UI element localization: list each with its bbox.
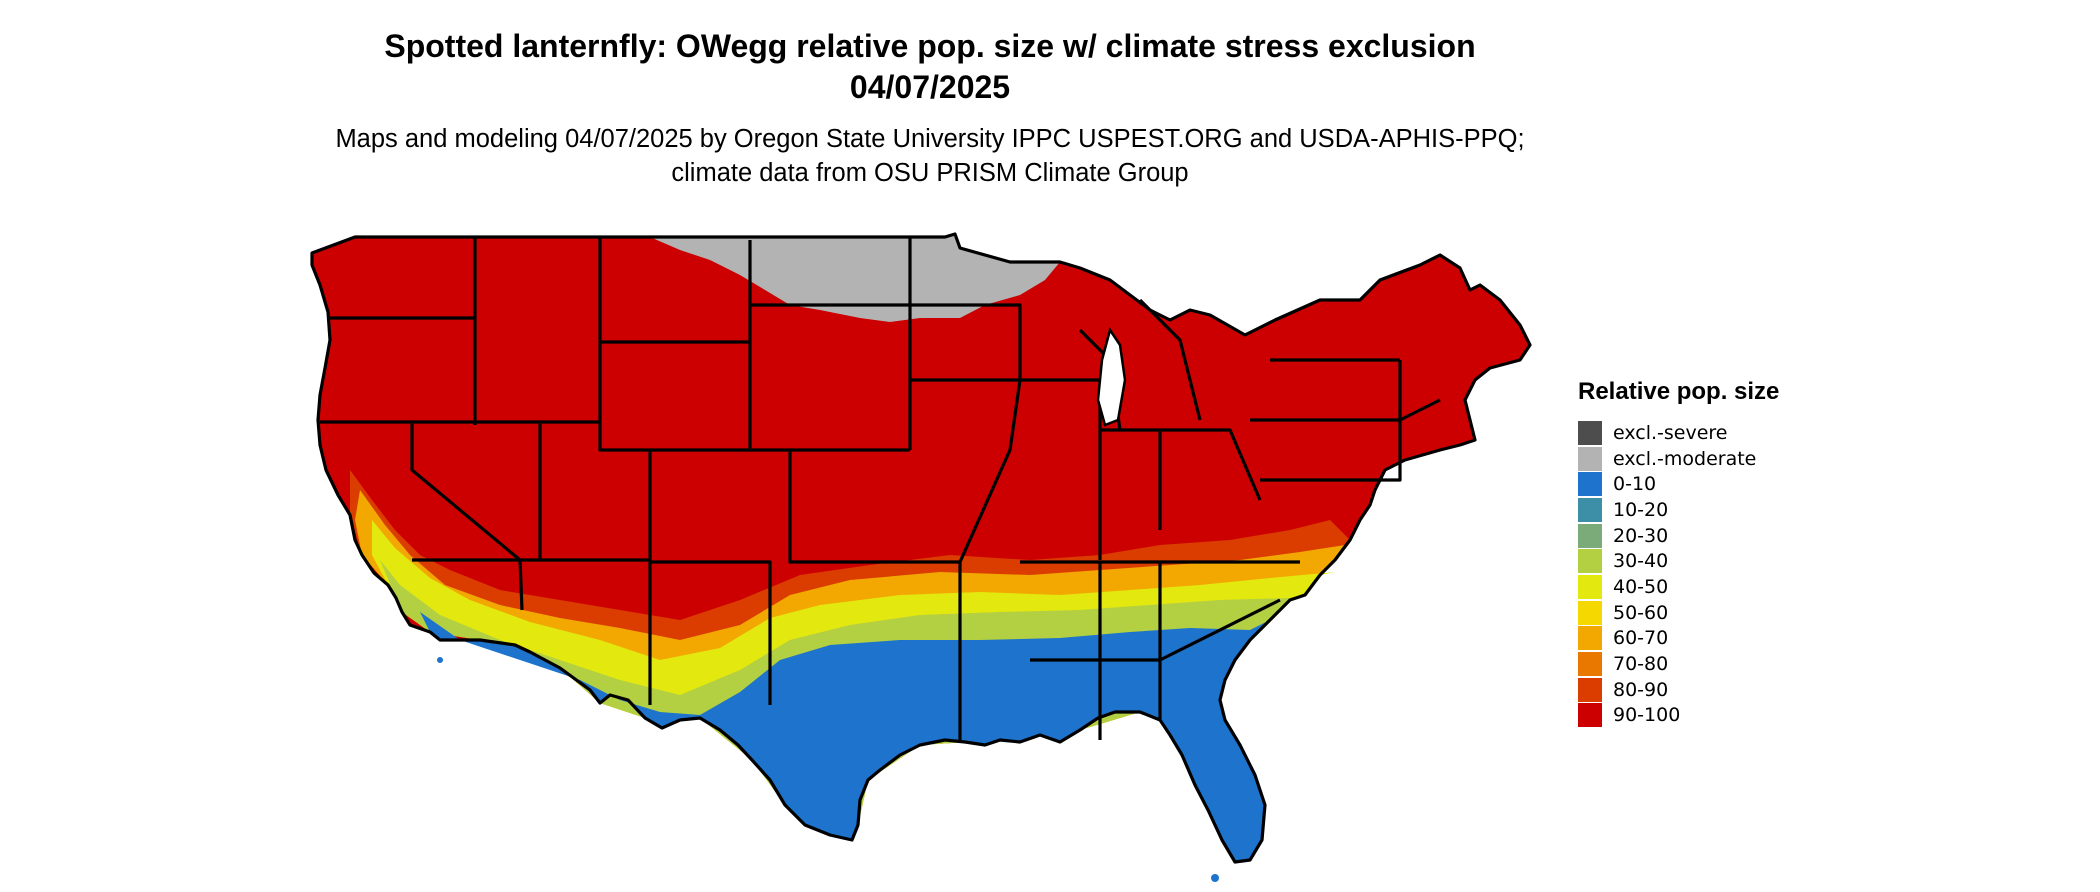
legend-label: 40-50 <box>1613 575 1669 598</box>
legend-items: excl.-severe excl.-moderate 0-10 10-20 20-30… <box>1578 420 1779 728</box>
legend-item: 30-40 <box>1578 548 1779 574</box>
legend-swatch <box>1578 600 1602 625</box>
legend-label: 30-40 <box>1613 550 1669 573</box>
legend-item: excl.-severe <box>1578 420 1779 446</box>
legend-label: excl.-moderate <box>1613 447 1757 470</box>
legend-swatch <box>1578 446 1602 471</box>
conus-landmass <box>312 234 1530 862</box>
legend-item: 90-100 <box>1578 703 1779 729</box>
legend-swatch <box>1578 574 1602 599</box>
legend-swatch <box>1578 497 1602 522</box>
legend-item: 10-20 <box>1578 497 1779 523</box>
legend-swatch <box>1578 420 1602 445</box>
legend-item: 70-80 <box>1578 651 1779 677</box>
legend-label: 90-100 <box>1613 704 1681 727</box>
legend-label: 60-70 <box>1613 627 1669 650</box>
legend-swatch <box>1578 472 1602 497</box>
legend-label: 70-80 <box>1613 653 1669 676</box>
legend-label: 50-60 <box>1613 601 1669 624</box>
legend-swatch <box>1578 549 1602 574</box>
legend-swatch <box>1578 626 1602 651</box>
legend-item: 50-60 <box>1578 600 1779 626</box>
southern-california-islands <box>437 657 443 663</box>
legend-swatch <box>1578 652 1602 677</box>
legend-item: 60-70 <box>1578 626 1779 652</box>
legend-swatch <box>1578 523 1602 548</box>
lake-michigan <box>1096 327 1127 427</box>
florida-keys <box>1211 874 1219 882</box>
legend-label: 80-90 <box>1613 678 1669 701</box>
state-borders <box>310 232 1532 864</box>
legend-item: 0-10 <box>1578 471 1779 497</box>
excl-moderate-zone <box>650 234 1060 322</box>
legend-swatch <box>1578 677 1602 702</box>
legend-label: excl.-severe <box>1613 421 1728 444</box>
legend-label: 10-20 <box>1613 498 1669 521</box>
legend-item: 40-50 <box>1578 574 1779 600</box>
legend-item: 80-90 <box>1578 677 1779 703</box>
legend-item: 20-30 <box>1578 523 1779 549</box>
legend-title: Relative pop. size <box>1578 378 1780 405</box>
legend-label: 20-30 <box>1613 524 1669 547</box>
legend-label: 0-10 <box>1613 473 1657 496</box>
legend-swatch <box>1578 703 1602 728</box>
band-0-10 <box>420 612 1270 862</box>
map-subtitle: Maps and modeling 04/07/2025 by Oregon S… <box>335 125 1525 187</box>
map-title: Spotted lanternfly: OWegg relative pop. … <box>384 28 1476 105</box>
legend-item: excl.-moderate <box>1578 446 1779 472</box>
legend: Relative pop. size excl.-severe excl.-mod… <box>1578 378 1779 728</box>
